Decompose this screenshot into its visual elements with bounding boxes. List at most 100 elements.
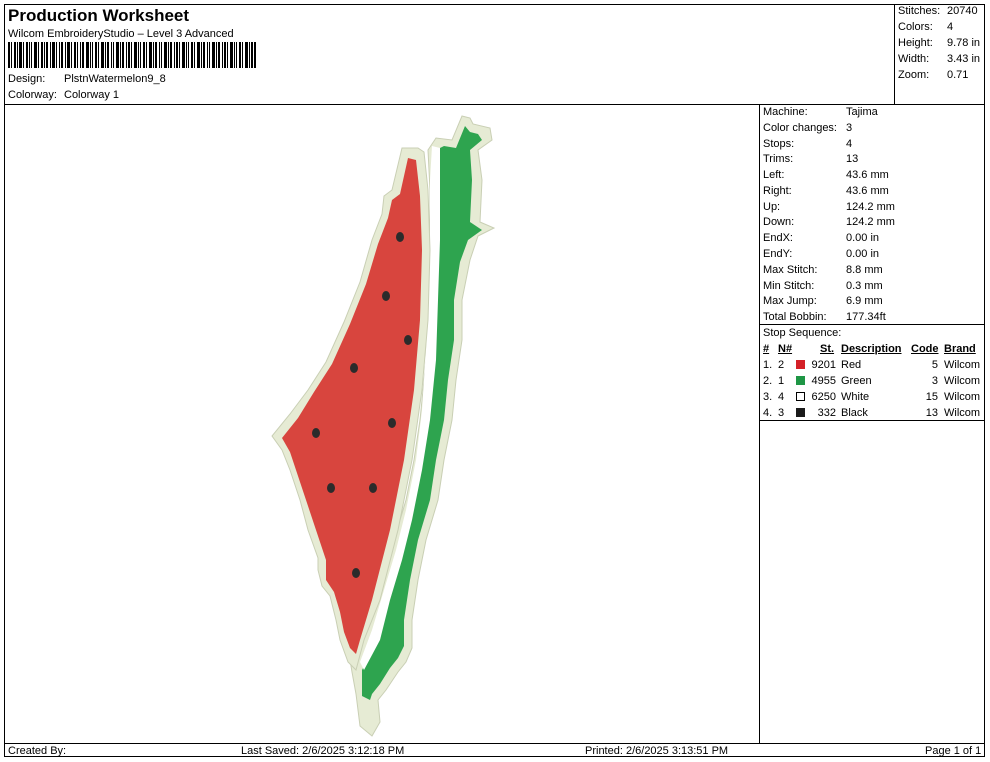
machine-divider: [759, 324, 985, 325]
stat-colors-label: Colors:: [898, 21, 933, 33]
stop-row-stitches: 6250: [811, 391, 836, 403]
stop-row-brand: Wilcom: [944, 359, 981, 371]
seed: [312, 428, 320, 438]
stat-height-value: 9.78 in: [947, 37, 981, 49]
col-header-num: #: [763, 343, 770, 355]
colorway-label: Colorway:: [8, 89, 57, 101]
design-value: PlstnWatermelon9_8: [64, 73, 166, 85]
stop-sequence-title: Stop Sequence:: [763, 327, 842, 339]
col-header-stitches: St.: [820, 343, 835, 355]
header-divider: [4, 104, 985, 105]
seed: [382, 291, 390, 301]
stop-row-code: 5: [931, 359, 938, 371]
color-changes-label: Color changes:: [763, 122, 837, 134]
created-by: Created By:: [8, 745, 67, 757]
stop-row-stitches: 332: [817, 407, 836, 419]
stop-row-stitches: 4955: [811, 375, 836, 387]
stop-row-brand: Wilcom: [944, 407, 981, 419]
sidebar-divider: [759, 104, 760, 743]
color-swatch-red: [796, 360, 805, 369]
color-swatch-green: [796, 376, 805, 385]
stat-zoom-value: 0.71: [947, 69, 969, 81]
stats-divider: [894, 4, 895, 104]
stat-colors-value: 4: [947, 21, 954, 33]
barcode: [8, 42, 256, 68]
up-value: 124.2 mm: [846, 201, 895, 213]
stops-label: Stops:: [763, 138, 795, 150]
worksheet-frame: [4, 4, 985, 757]
color-changes-value: 3: [846, 122, 853, 134]
seed: [350, 363, 358, 373]
page-number: Page 1 of 1: [925, 745, 982, 757]
min-stitch-label: Min Stitch:: [763, 280, 815, 292]
stop-row-needle: 2: [778, 359, 785, 371]
footer-divider: [4, 743, 985, 744]
endy-label: EndY:: [763, 248, 793, 260]
stat-width-label: Width:: [898, 53, 930, 65]
seed: [327, 483, 335, 493]
down-label: Down:: [763, 216, 795, 228]
color-swatch-white: [796, 392, 805, 401]
seed: [396, 232, 404, 242]
stop-row-brand: Wilcom: [944, 375, 981, 387]
stop-row-num: 4.: [763, 407, 773, 419]
seed: [404, 335, 412, 345]
max-jump-label: Max Jump:: [763, 295, 817, 307]
rind-white-band: [360, 146, 440, 670]
stop-row-needle: 3: [778, 407, 785, 419]
left-value: 43.6 mm: [846, 169, 889, 181]
col-header-needle: N#: [778, 343, 793, 355]
stop-row-num: 1.: [763, 359, 773, 371]
stop-row-brand: Wilcom: [944, 391, 981, 403]
stop-row-needle: 1: [778, 375, 785, 387]
endx-value: 0.00 in: [846, 232, 880, 244]
left-label: Left:: [763, 169, 785, 181]
stop-row-stitches: 9201: [811, 359, 836, 371]
stat-stitches-value: 20740: [947, 5, 978, 17]
endx-label: EndX:: [763, 232, 793, 244]
stop-row-num: 3.: [763, 391, 773, 403]
page-title: Production Worksheet: [8, 6, 190, 25]
stop-row-code: 15: [925, 391, 938, 403]
max-stitch-value: 8.8 mm: [846, 264, 883, 276]
total-bobbin-label: Total Bobbin:: [763, 311, 827, 323]
stop-row-needle: 4: [778, 391, 785, 403]
stop-table-bottom: [759, 420, 985, 421]
col-header-brand: Brand: [944, 343, 976, 355]
rind-green: [362, 126, 482, 700]
endy-value: 0.00 in: [846, 248, 880, 260]
color-swatch-black: [796, 408, 805, 417]
machine-label: Machine:: [763, 106, 808, 118]
stop-row-code: 3: [931, 375, 938, 387]
seed: [352, 568, 360, 578]
seed: [388, 418, 396, 428]
down-value: 124.2 mm: [846, 216, 895, 228]
stop-row-description: White: [841, 391, 870, 403]
col-header-description: Description: [841, 343, 902, 355]
stat-stitches-label: Stitches:: [898, 5, 941, 17]
stat-height-label: Height:: [898, 37, 933, 49]
machine-value: Tajima: [846, 106, 878, 118]
stop-row-num: 2.: [763, 375, 773, 387]
min-stitch-value: 0.3 mm: [846, 280, 883, 292]
max-jump-value: 6.9 mm: [846, 295, 883, 307]
stat-zoom-label: Zoom:: [898, 69, 930, 81]
trims-label: Trims:: [763, 153, 794, 165]
stop-row-description: Red: [841, 359, 862, 371]
stop-row-code: 13: [925, 407, 938, 419]
seed: [369, 483, 377, 493]
colorway-value: Colorway 1: [64, 89, 120, 101]
trims-value: 13: [846, 153, 859, 165]
right-value: 43.6 mm: [846, 185, 889, 197]
seeds: [312, 232, 412, 578]
right-label: Right:: [763, 185, 792, 197]
stat-width-value: 3.43 in: [947, 53, 981, 65]
embroidery-design-preview: [271, 115, 496, 737]
last-saved: Last Saved: 2/6/2025 3:12:18 PM: [241, 745, 405, 757]
col-header-code: Code: [911, 343, 939, 355]
stop-row-description: Black: [841, 407, 868, 419]
software-subtitle: Wilcom EmbroideryStudio – Level 3 Advanc…: [8, 28, 234, 40]
stops-value: 4: [846, 138, 853, 150]
printed-date: Printed: 2/6/2025 3:13:51 PM: [585, 745, 729, 757]
stop-row-description: Green: [841, 375, 872, 387]
